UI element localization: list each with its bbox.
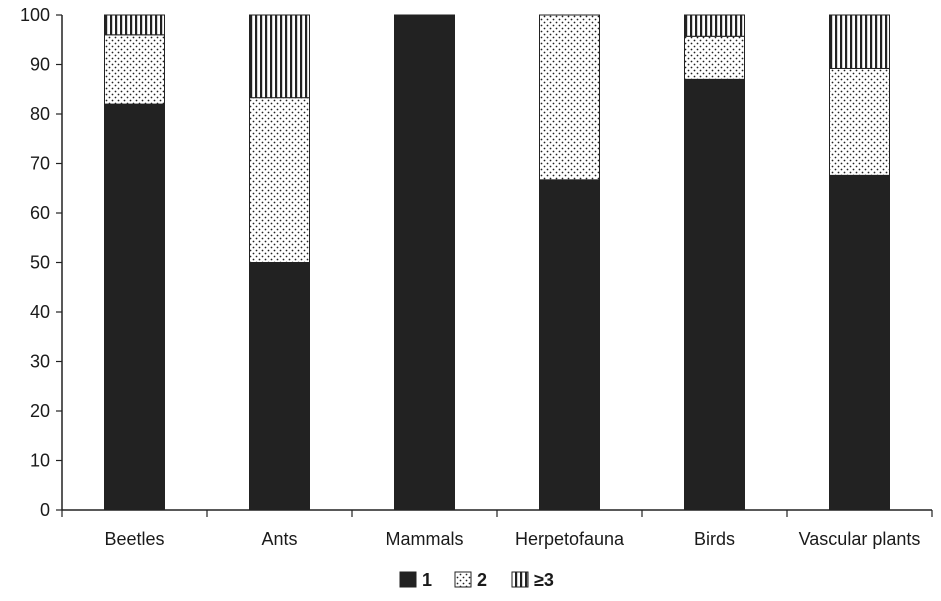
bar-vascular-plants-series-2 [829, 67, 890, 176]
legend-swatch-3 [511, 571, 529, 588]
x-tick-label: Vascular plants [799, 529, 921, 549]
x-tick-label: Herpetofauna [515, 529, 625, 549]
y-tick-label: 50 [30, 253, 50, 273]
bar-ants-series-3 [249, 14, 310, 99]
bar-beetles-series-3 [104, 14, 165, 36]
x-tick-label: Birds [694, 529, 735, 549]
axes-layer: 0 10 20 30 40 50 60 70 80 90 100 Beetles Ants Mammals… [20, 5, 933, 549]
legend-label-1: 1 [422, 570, 432, 590]
bar-vascular-plants-series-3 [829, 14, 890, 69]
legend-label-3: ≥3 [534, 570, 554, 590]
bar-beetles-series-1 [104, 103, 165, 511]
bar-ants-series-1 [249, 262, 310, 511]
y-tick-label: 70 [30, 154, 50, 174]
bar-vascular-plants-series-1 [829, 174, 890, 511]
bar-birds-series-3 [684, 14, 745, 37]
bar-birds-series-1 [684, 78, 745, 511]
y-tick-label: 100 [20, 5, 50, 25]
y-tick-label: 20 [30, 401, 50, 421]
legend-swatch-1 [399, 571, 417, 588]
bar-birds-series-2 [684, 35, 745, 80]
x-tick-label: Ants [261, 529, 297, 549]
x-tick-label: Mammals [385, 529, 463, 549]
y-tick-label: 90 [30, 55, 50, 75]
bar-herpetofauna-series-2 [539, 14, 600, 181]
y-tick-label: 40 [30, 302, 50, 322]
y-tick-label: 60 [30, 203, 50, 223]
x-tick-label: Beetles [104, 529, 164, 549]
legend-swatch-2 [454, 571, 472, 588]
bar-herpetofauna-series-1 [539, 179, 600, 511]
bar-ants-series-2 [249, 97, 310, 263]
y-tick-label: 0 [40, 500, 50, 520]
bar-mammals-series-1 [394, 14, 455, 511]
legend-label-2: 2 [477, 570, 487, 590]
y-tick-label: 10 [30, 451, 50, 471]
y-tick-label: 30 [30, 352, 50, 372]
bars-layer [104, 14, 890, 511]
y-tick-label: 80 [30, 104, 50, 124]
legend: 1 2 ≥3 [399, 570, 554, 590]
bar-beetles-series-2 [104, 34, 165, 105]
